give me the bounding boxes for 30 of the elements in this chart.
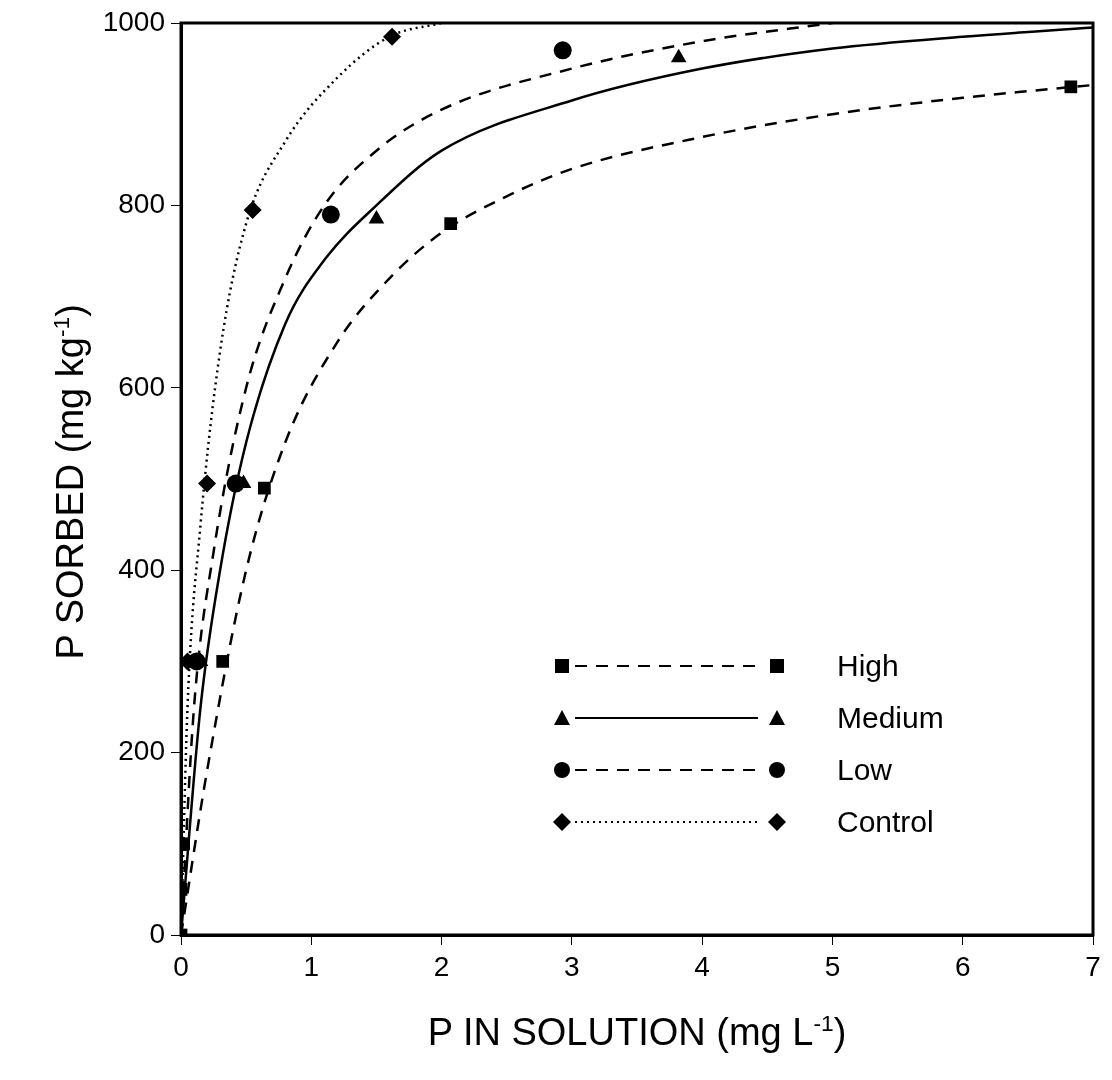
- point: [258, 481, 271, 495]
- y-tick-label: 200: [118, 735, 165, 767]
- x-tick-label: 7: [1085, 950, 1101, 982]
- x-tick-label: 2: [433, 950, 450, 982]
- x-tick-label: 5: [824, 950, 841, 982]
- point: [368, 210, 385, 224]
- point: [321, 205, 340, 224]
- x-tick-label: 6: [954, 950, 971, 982]
- point: [1064, 80, 1078, 94]
- x-tick-label: 0: [173, 950, 189, 982]
- point: [553, 41, 572, 60]
- point: [383, 27, 402, 46]
- x-tick-label: 4: [694, 950, 710, 982]
- legend-label: Low: [837, 753, 893, 787]
- point: [670, 48, 687, 63]
- point: [198, 474, 217, 493]
- x-tick-label: 1: [303, 950, 320, 982]
- point: [444, 217, 458, 230]
- y-tick-label: 800: [118, 188, 165, 220]
- x-tick-label: 3: [564, 950, 580, 982]
- x-axis-title: P IN SOLUTION (mg L$^{-1}$): [426, 1010, 848, 1054]
- legend-label: Control: [837, 805, 934, 839]
- y-tick-label: 400: [118, 552, 165, 584]
- point: [216, 655, 230, 668]
- y-tick-label: 1000: [102, 5, 165, 37]
- y-tick-label: 0: [149, 917, 165, 949]
- point: [243, 200, 262, 219]
- y-tick-label: 600: [118, 370, 165, 402]
- legend-label: Medium: [837, 701, 944, 735]
- legend-label: High: [837, 649, 899, 683]
